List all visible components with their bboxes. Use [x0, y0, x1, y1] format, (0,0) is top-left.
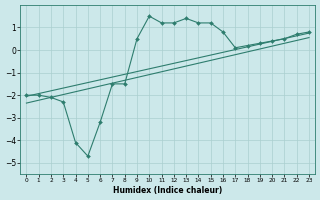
X-axis label: Humidex (Indice chaleur): Humidex (Indice chaleur): [113, 186, 222, 195]
